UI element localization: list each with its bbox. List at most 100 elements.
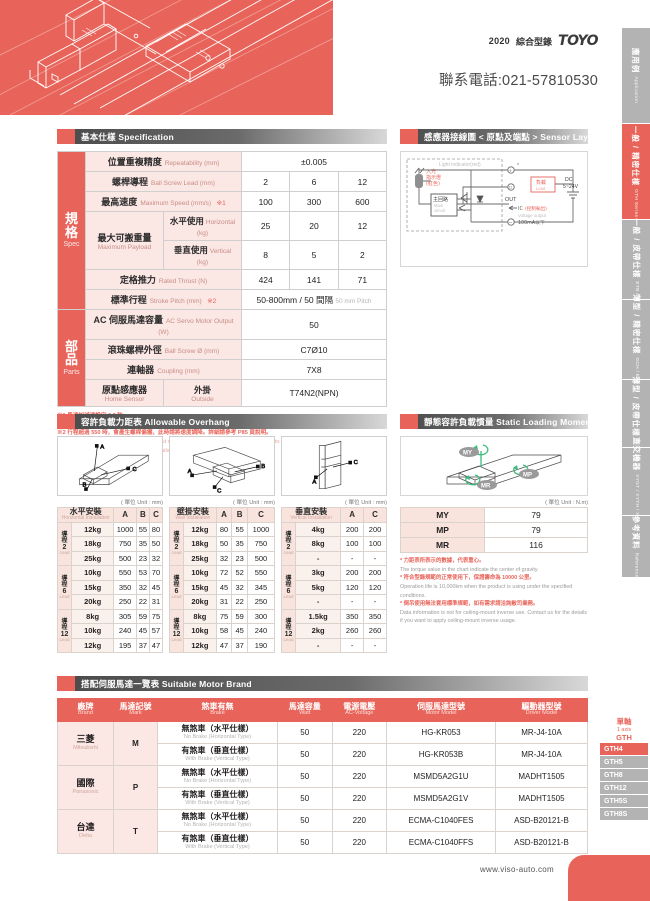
overhang-value: 31 — [148, 594, 164, 610]
svg-text:100mA以下: 100mA以下 — [518, 220, 545, 226]
overhang-value: 350 — [340, 608, 365, 624]
svg-text:MR: MR — [481, 484, 491, 490]
motor-brake: 有煞車（垂直仕樣） With Brake (Vertical Type) — [157, 831, 278, 854]
overhang-value: 75 — [215, 608, 233, 624]
sidebar-model-GTH8S[interactable]: GTH8S — [600, 807, 648, 821]
table-row: 15kg 45 32 345 — [170, 579, 276, 595]
overhang-value: 350 — [113, 579, 137, 595]
motor-model: ECMA-C1040FFS — [386, 831, 496, 854]
overhang-value: 250 — [246, 594, 276, 610]
driver-model: ASD-B20121-B — [494, 831, 589, 854]
overhang-figure-vertical: A C ( 單位 Unit : mm) — [281, 436, 387, 506]
motor-header-6: 驅動器型號 Driver Model — [494, 698, 589, 722]
table-row: 導程 2 Lead 12kg 1000 55 80 — [57, 521, 164, 566]
overhang-load: 10kg — [183, 623, 217, 639]
overhang-value: 1000 — [246, 521, 276, 537]
overhang-value: 305 — [113, 608, 137, 624]
overhang-value: 32 — [231, 579, 248, 595]
lead-group-12: 導程 12 Lead — [281, 608, 296, 653]
overhang-load: 10kg — [70, 623, 115, 639]
motor-header-1: 馬達記號 Mark — [113, 698, 158, 722]
sidebar-tab-3[interactable]: 薄型 / 精密仕樣 GCH / ECH — [622, 294, 650, 385]
overhang-head-label: 水平安裝 Horizontal Installation — [56, 507, 115, 523]
overhang-value: 750 — [113, 536, 137, 552]
overhang-table-3: 垂直安裝 Vertical Installation A C 導程 2 Lead 4kg 200… — [280, 507, 387, 653]
overhang-figure-horizontal: A B C ( 單位 Unit : mm) — [57, 436, 163, 506]
overhang-title-en: Allowable Overhang — [144, 416, 230, 427]
sidebar-model-GTH5[interactable]: GTH5 — [600, 755, 648, 769]
value-horizontal-3: 12 — [337, 211, 388, 241]
overhang-value: 72 — [215, 565, 233, 581]
section-tick — [400, 414, 418, 429]
svg-text:−: − — [509, 221, 513, 226]
svg-text:Light indicator(red): Light indicator(red) — [439, 162, 481, 168]
motor-model: MSMD5A2G1V — [386, 787, 496, 810]
table-row: 18kg 750 35 50 — [58, 536, 164, 552]
svg-text:5~24V: 5~24V — [563, 184, 579, 190]
sidebar-tab-5[interactable]: 直交機器 XYGT / XYTH / XYTB — [622, 437, 650, 526]
footer-url[interactable]: www.viso-auto.com — [479, 865, 554, 874]
sidebar-model-GTH8[interactable]: GTH8 — [600, 768, 648, 782]
moment-note-cn: * 倒吊使用無法套用標準規範，如有需求請洽詢敝司業務。 — [400, 601, 539, 608]
table-row: 導程 12 Lead 8kg 75 59 300 — [169, 608, 276, 653]
row-label-max-speed: 最高速度 Maximum Speed (mm/s) ※1 — [85, 191, 242, 212]
overhang-load: 8kg — [183, 608, 217, 624]
sidebar-tab-2[interactable]: 一般 / 皮帶仕樣 ETB / M — [622, 218, 650, 301]
hero-product-image — [0, 0, 333, 115]
static-moment-section: 靜態容許負載慣量 Static Loading Moment — [399, 414, 594, 626]
toyo-logo: TOYO — [558, 33, 598, 49]
sidebar-model-GTH5S[interactable]: GTH5S — [600, 794, 648, 808]
sidebar-tab-6[interactable]: 參考資料 Reference — [622, 516, 650, 578]
svg-text:C: C — [354, 460, 359, 466]
sidebar-model-GTH12[interactable]: GTH12 — [600, 781, 648, 795]
moment-value: 79 — [484, 522, 588, 538]
row-label-repeatability: 位置重複精度 Repeatability (mm) — [85, 151, 242, 172]
overhang-col-B: B — [231, 507, 248, 523]
motor-model: MSMD5A2G1U — [386, 765, 496, 788]
table-row: 規格 Spec 位置重複精度 Repeatability (mm) ±0.005 — [57, 151, 387, 310]
value-thrust-3: 71 — [337, 269, 388, 290]
sidebar-tab-0[interactable]: 應用例 Application — [622, 28, 650, 124]
svg-text:Main: Main — [434, 203, 444, 208]
row-label-ac-servo-output: AC 伺服馬達容量 AC Servo Motor Output (W) — [85, 309, 242, 340]
overhang-load: 12kg — [183, 637, 217, 653]
motor-brand: 台達 Delta — [57, 809, 114, 854]
overhang-value: 22 — [135, 594, 150, 610]
svg-text:(控制輸出): (控制輸出) — [525, 205, 547, 212]
table-row: 最高速度 Maximum Speed (mm/s) ※1 100 300 600 — [58, 191, 388, 212]
table-row: 導程 12 Lead 1.5kg 350 350 — [281, 608, 387, 653]
overhang-value: 200 — [363, 521, 387, 537]
motor-watt: 50 — [277, 743, 333, 766]
overhang-col-A: A — [215, 507, 233, 523]
section-header-sensor: 感應器接線圖 < 原點及端點 > Sensor Layout — [400, 129, 602, 144]
overhang-load: 25kg — [70, 550, 115, 566]
motor-watt: 50 — [277, 721, 333, 744]
moment-unit: ( 單位 Unit : N.m) — [545, 500, 588, 506]
overhang-col-B: B — [135, 507, 150, 523]
table-row: 三菱 Mitsubishi M 無煞車（水平仕樣） No Brake (Horizont… — [57, 721, 589, 766]
table-row: 10kg 240 45 57 — [58, 623, 164, 639]
overhang-value: 100 — [363, 536, 387, 552]
svg-text:(紅色): (紅色) — [426, 180, 440, 187]
overhang-value: 37 — [231, 637, 248, 653]
motor-voltage: 220 — [331, 743, 388, 766]
row-label-home-sensor: 原點感應器 Home Sensor — [85, 379, 164, 407]
sidebar-tab-4[interactable]: 薄型 / 皮帶仕樣 ECB — [622, 376, 650, 451]
overhang-value: 55 — [231, 521, 248, 537]
table-row: 25kg 500 23 32 — [58, 550, 164, 566]
lead-group-12: 導程 12 Lead — [57, 608, 72, 653]
sidebar-model-GTH4[interactable]: GTH4 — [600, 742, 648, 756]
svg-text:Voltage output: Voltage output — [518, 213, 547, 218]
svg-text:A: A — [100, 444, 104, 450]
sidebar-tab-1[interactable]: 一般 / 精密仕樣 GTH Series — [622, 124, 650, 220]
overhang-value: 190 — [246, 637, 276, 653]
table-row: 10kg 58 45 240 — [170, 623, 276, 639]
value-lead-3: 12 — [337, 171, 388, 192]
sidebar-models: 單軸 1 axis GTH GTH4 GTH5 GTH8 GTH12 GTH5S GTH8… — [600, 717, 648, 821]
overhang-value: 50 — [148, 536, 164, 552]
overhang-value: 350 — [363, 608, 387, 624]
overhang-value: 58 — [215, 623, 233, 639]
overhang-value: 35 — [135, 536, 150, 552]
table-row: 25kg 32 23 500 — [170, 550, 276, 566]
lead-group-6: 導程 6 Lead — [169, 565, 184, 610]
